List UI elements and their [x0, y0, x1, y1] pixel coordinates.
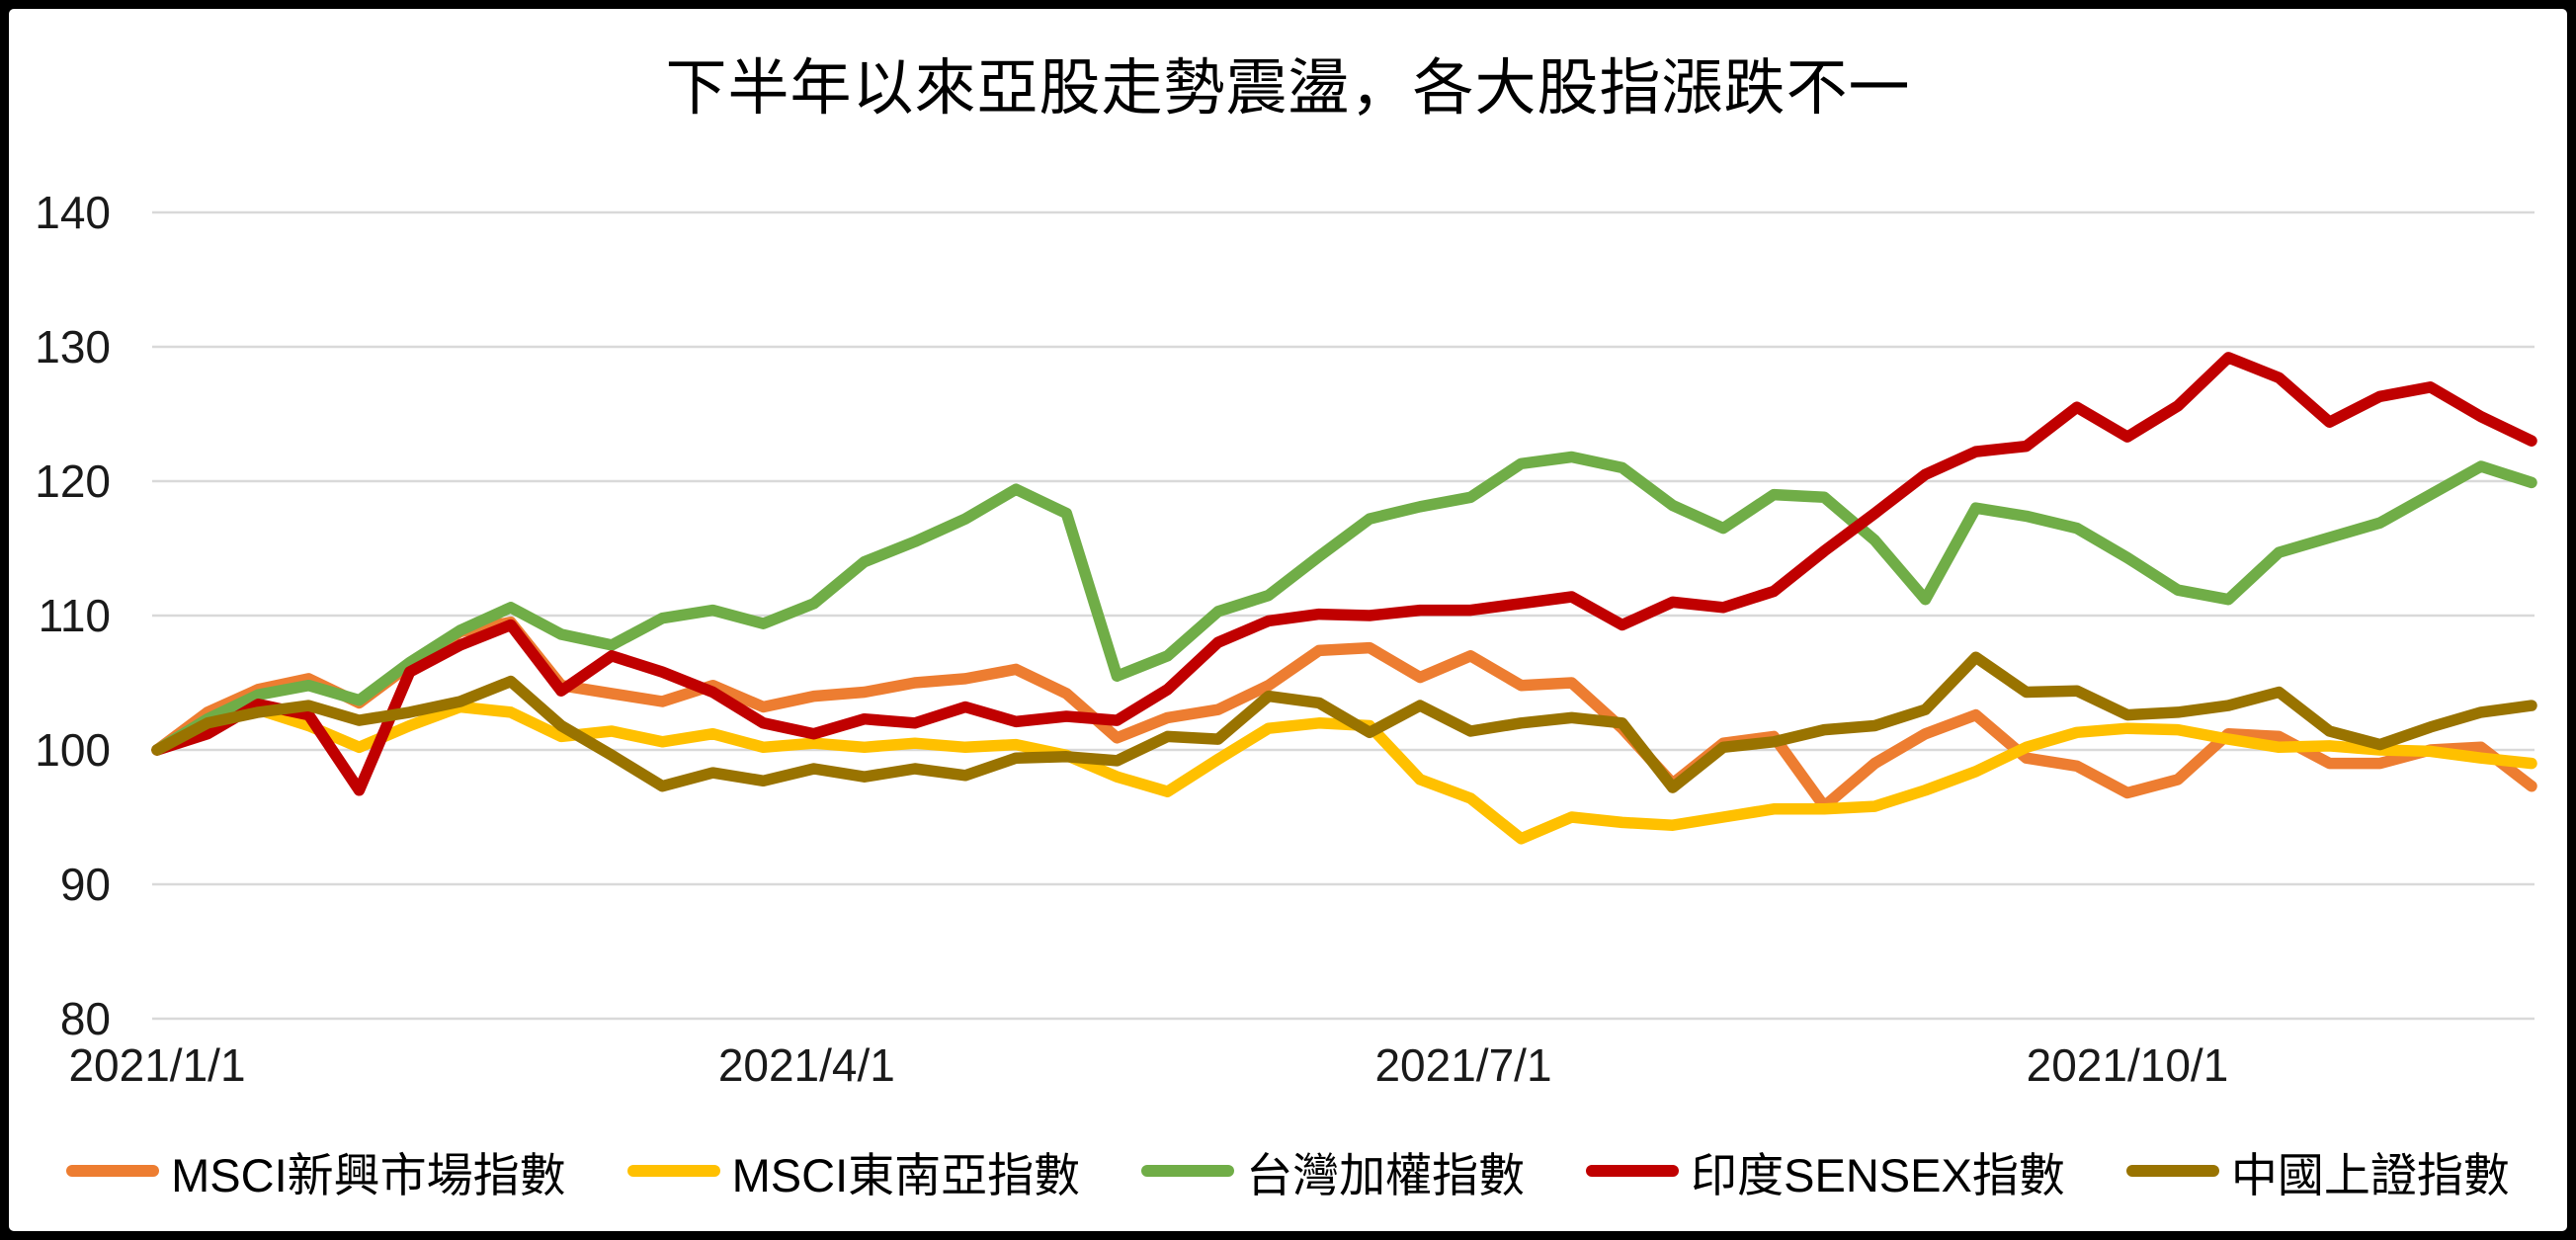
y-axis-label-80: 80 [60, 993, 111, 1044]
x-axis-label-2021/1/1: 2021/1/1 [68, 1039, 245, 1091]
legend-item-3: 印度SENSEX指數 [1586, 1137, 2065, 1205]
y-axis-label-110: 110 [39, 590, 111, 641]
legend-swatch-icon [66, 1165, 160, 1177]
legend-swatch-icon [1586, 1165, 1680, 1177]
legend-item-0: MSCI新興市場指數 [66, 1137, 566, 1205]
legend-label: 台灣加權指數 [1246, 1148, 1526, 1201]
legend-item-4: 中國上證指數 [2125, 1137, 2510, 1205]
series-line-4 [151, 651, 2537, 793]
legend-label: 印度SENSEX指數 [1691, 1148, 2065, 1201]
series-line-3 [151, 352, 2537, 796]
y-axis-label-90: 90 [60, 859, 111, 910]
y-axis-label-140: 140 [35, 187, 111, 238]
x-axis-label-2021/7/1: 2021/7/1 [1374, 1039, 1551, 1091]
series-line-2 [151, 451, 2537, 756]
x-axis-label-2021/4/1: 2021/4/1 [718, 1039, 895, 1091]
chart-title: 下半年以來亞股走勢震盪，各大股指漲跌不一 [665, 54, 1911, 123]
y-axis-label-100: 100 [35, 724, 111, 776]
legend-label: MSCI東南亞指數 [731, 1148, 1081, 1201]
legend-label: MSCI新興市場指數 [171, 1148, 566, 1201]
legend-label: 中國上證指數 [2230, 1148, 2510, 1201]
legend-swatch-icon [1141, 1165, 1235, 1177]
y-axis-label-120: 120 [35, 455, 111, 507]
y-axis-label-130: 130 [35, 321, 111, 372]
legend-item-2: 台灣加權指數 [1141, 1137, 1525, 1205]
legend-item-1: MSCI東南亞指數 [626, 1137, 1081, 1205]
series-line-1 [151, 701, 2537, 845]
x-axis-label-2021/10/1: 2021/10/1 [2027, 1039, 2229, 1091]
legend-swatch-icon [2125, 1165, 2219, 1177]
chart-legend: MSCI新興市場指數 MSCI東南亞指數 台灣加權指數 印度SENSEX指數 中國上證指… [9, 1133, 2567, 1208]
legend-swatch-icon [626, 1165, 720, 1177]
